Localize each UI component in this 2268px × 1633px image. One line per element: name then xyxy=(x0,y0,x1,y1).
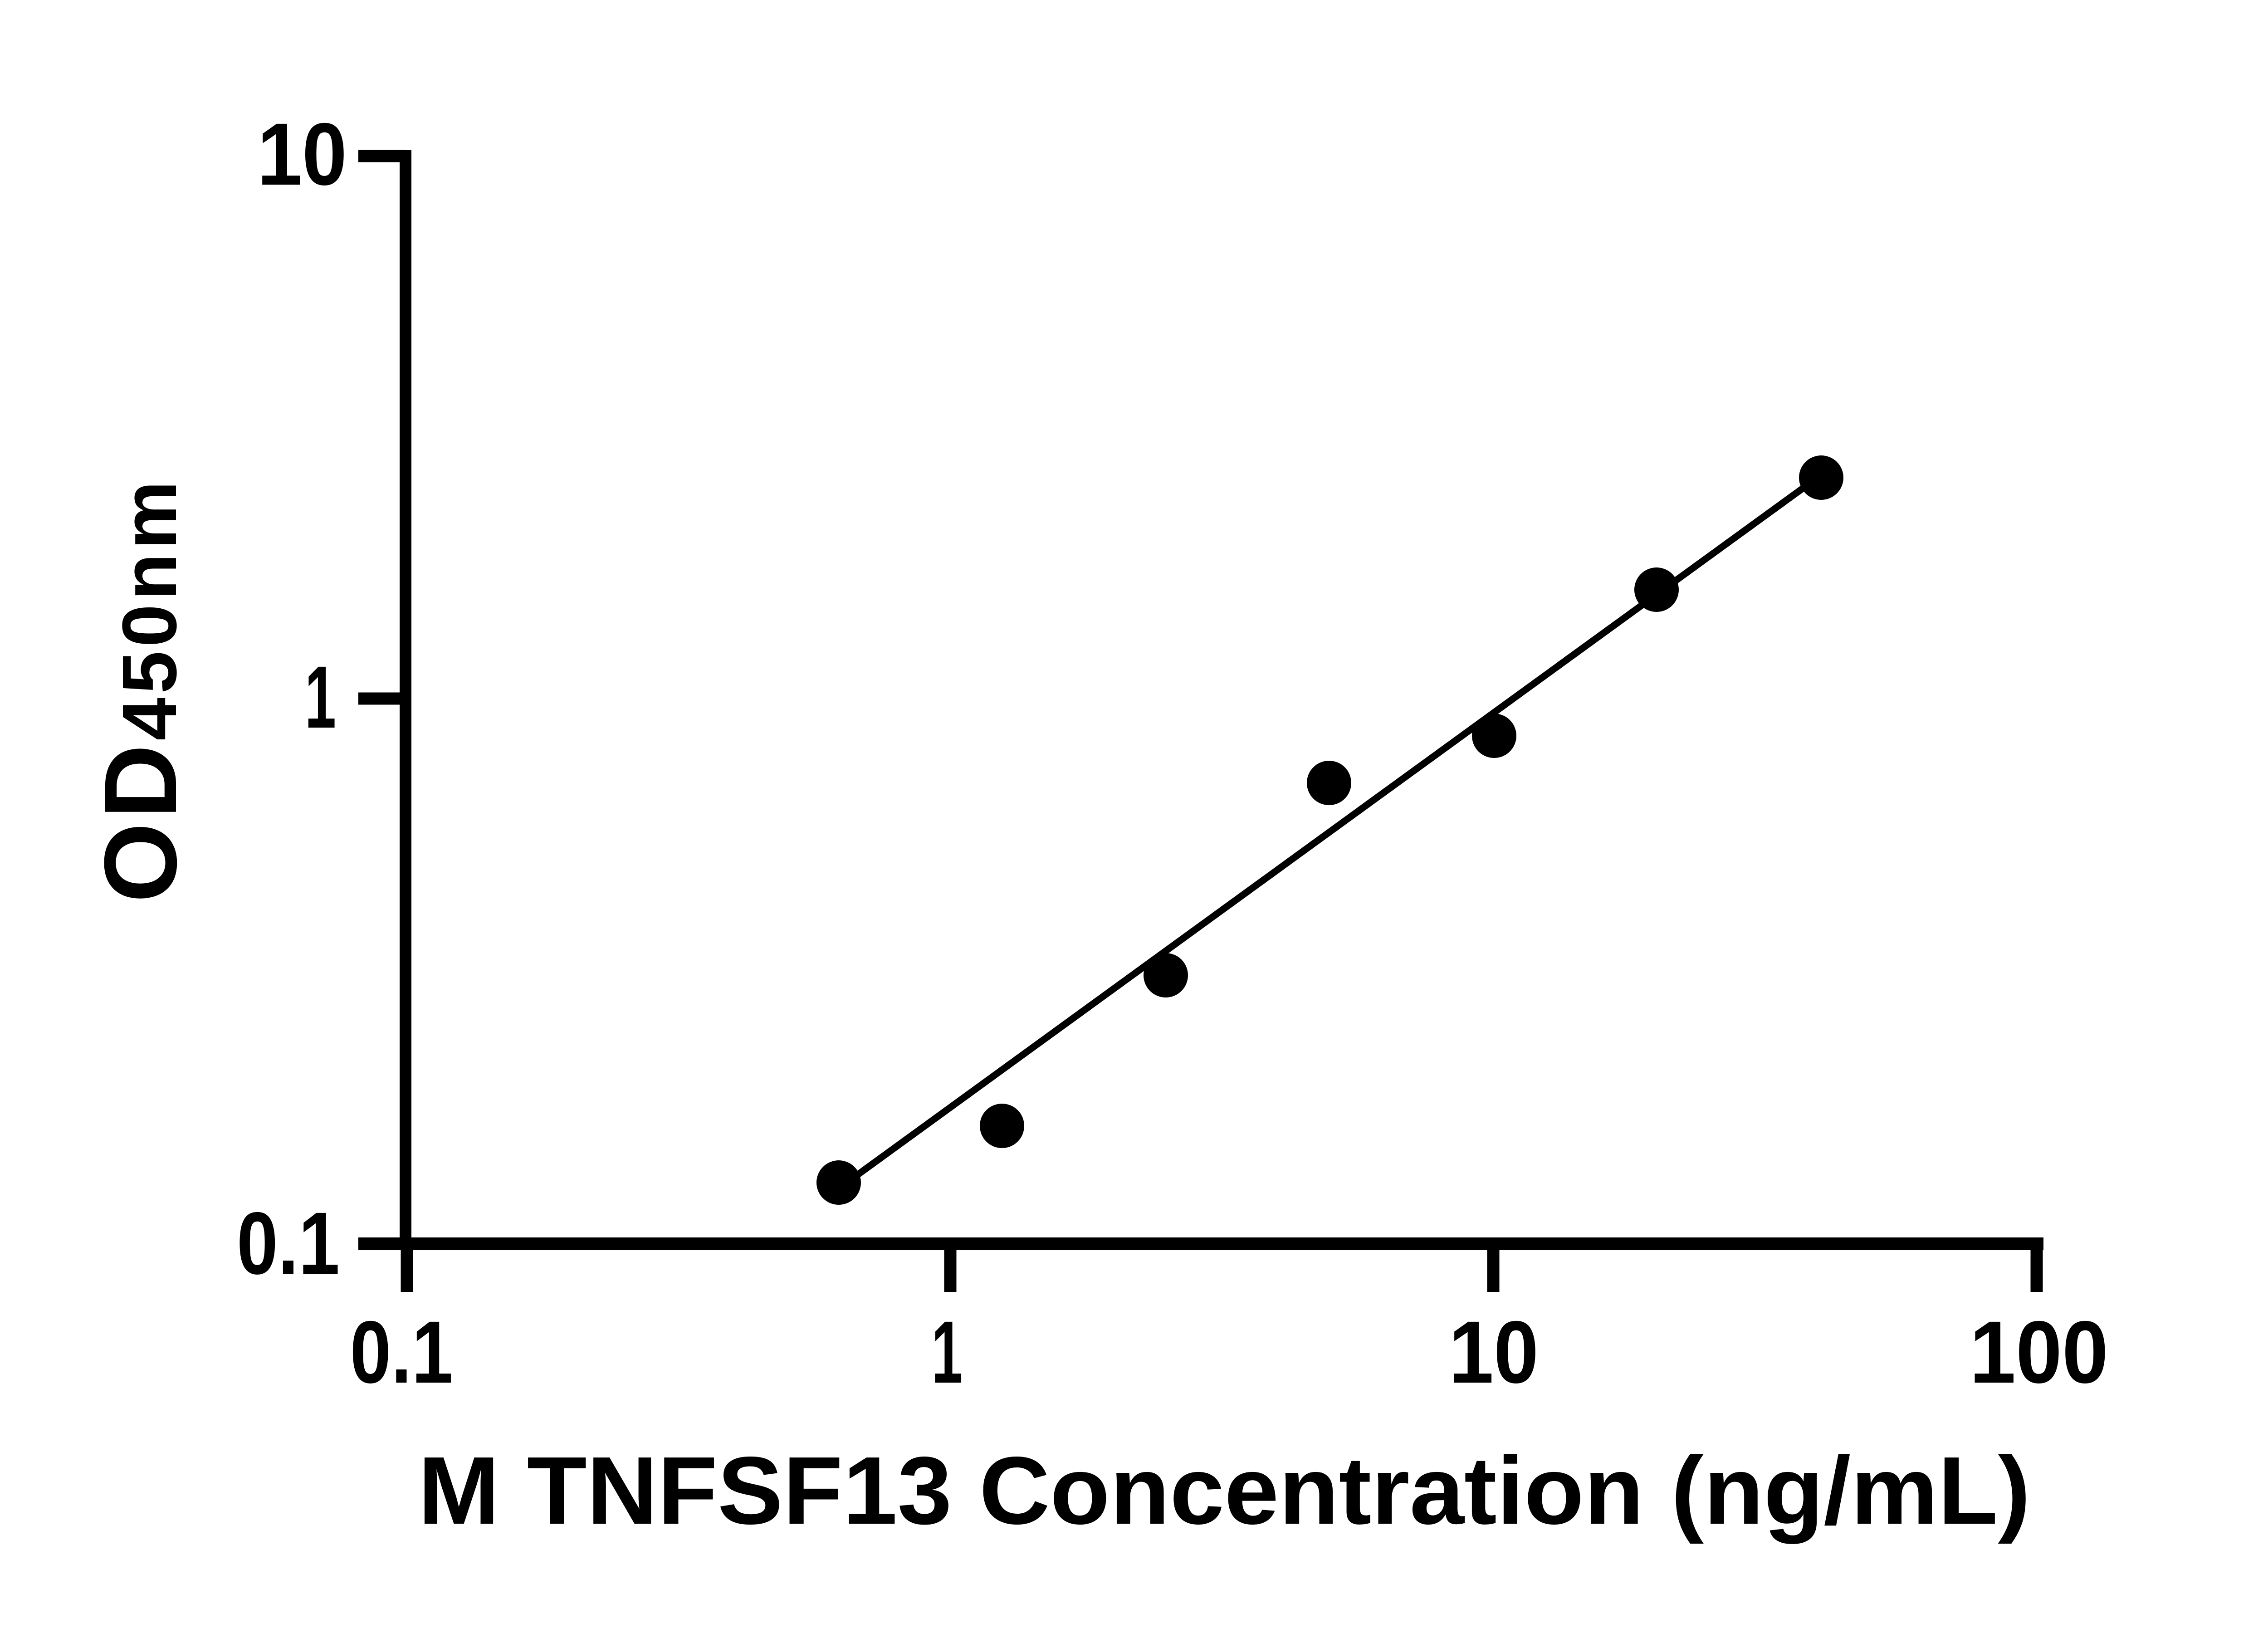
svg-text:M TNFSF13 Concentration (ng/mL: M TNFSF13 Concentration (ng/mL) xyxy=(418,1437,2031,1544)
svg-text:1: 1 xyxy=(305,648,336,747)
svg-text:0.1: 0.1 xyxy=(237,1194,340,1293)
svg-text:0.1: 0.1 xyxy=(350,1303,453,1402)
svg-text:10: 10 xyxy=(1449,1303,1539,1402)
svg-text:1: 1 xyxy=(932,1303,963,1402)
svg-text:100: 100 xyxy=(1970,1303,2108,1402)
svg-text:10: 10 xyxy=(257,105,347,204)
